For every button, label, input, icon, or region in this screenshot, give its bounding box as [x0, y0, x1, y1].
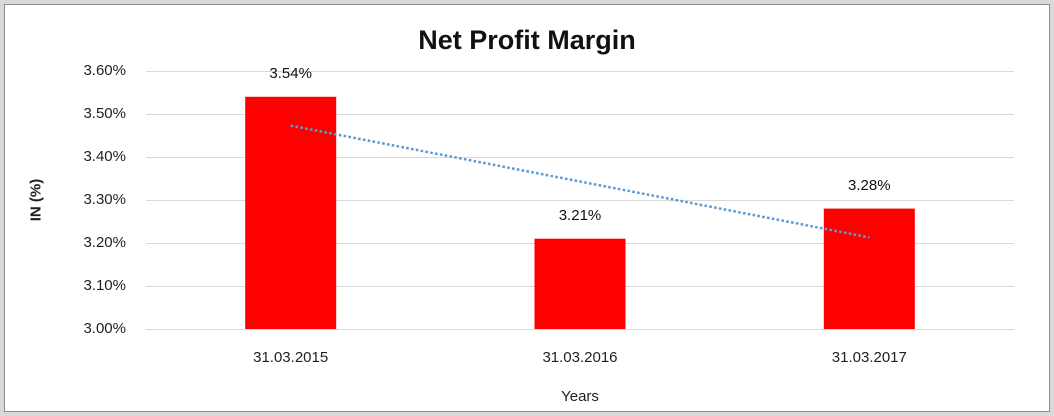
y-tick-label: 3.40% — [83, 148, 126, 165]
bar-data-label: 3.54% — [269, 64, 312, 82]
x-tick-label: 31.03.2015 — [253, 349, 329, 366]
x-axis-title: Years — [561, 388, 599, 405]
trendline — [290, 124, 870, 239]
y-tick-label: 3.60% — [83, 62, 126, 79]
bar-data-label: 3.21% — [558, 206, 602, 224]
bar-31.03.2015 — [245, 96, 337, 329]
x-tick-label: 31.03.2016 — [542, 349, 618, 366]
chart-title: Net Profit Margin — [418, 25, 636, 55]
y-tick-label: 3.00% — [83, 320, 126, 337]
x-tick-label: 31.03.2017 — [831, 349, 907, 366]
bar-31.03.2017 — [823, 208, 915, 329]
bar-31.03.2016 — [534, 238, 626, 329]
y-tick-label: 3.30% — [83, 191, 126, 208]
bar-data-label: 3.28% — [848, 176, 891, 194]
chart-surface: Net Profit Margin IN (%) Years 3.60% 3.50… — [4, 4, 1050, 412]
y-tick-label: 3.10% — [83, 277, 126, 294]
plot-area — [146, 71, 1014, 330]
y-tick-label: 3.50% — [83, 105, 126, 122]
y-tick-label: 3.20% — [83, 234, 126, 251]
